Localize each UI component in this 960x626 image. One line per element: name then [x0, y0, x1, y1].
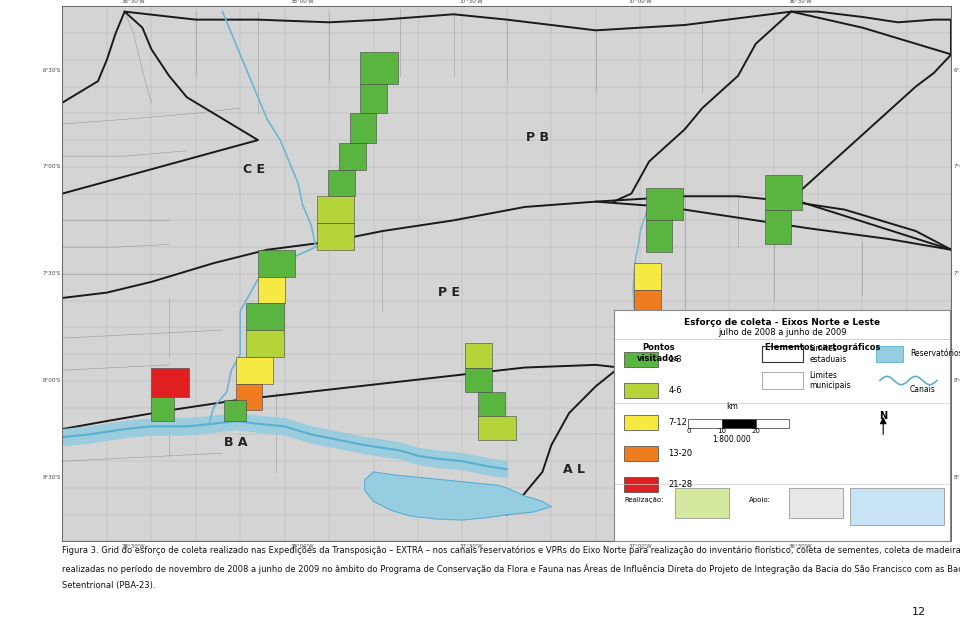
Bar: [675, 488, 729, 518]
Bar: [762, 372, 803, 389]
Text: 38°00'W: 38°00'W: [291, 544, 314, 549]
Text: C E: C E: [243, 163, 265, 176]
Text: 36°30'W: 36°30'W: [788, 0, 812, 4]
Bar: [645, 220, 672, 252]
Text: 7°30'S: 7°30'S: [42, 272, 60, 276]
Text: 38°30'W: 38°30'W: [122, 544, 145, 549]
Text: 7°00'S: 7°00'S: [953, 165, 960, 169]
Bar: [317, 223, 354, 250]
Text: 12: 12: [912, 607, 926, 617]
Text: 4-6: 4-6: [668, 386, 682, 396]
Bar: [634, 290, 660, 317]
Bar: [225, 399, 247, 421]
Text: 10: 10: [717, 428, 727, 434]
Text: 36°30'W: 36°30'W: [788, 544, 812, 549]
Polygon shape: [365, 472, 551, 520]
Bar: [765, 175, 802, 210]
Text: N: N: [879, 411, 887, 421]
Bar: [152, 367, 188, 397]
Bar: [349, 113, 376, 143]
Text: 7-12: 7-12: [668, 418, 687, 427]
Text: 38°00'W: 38°00'W: [291, 0, 314, 4]
Text: 6°30'S: 6°30'S: [953, 68, 960, 73]
Bar: [465, 344, 492, 367]
Text: Pontos
visitados: Pontos visitados: [636, 344, 680, 363]
Text: Realização:: Realização:: [624, 497, 664, 503]
Bar: [756, 419, 789, 428]
Bar: [622, 319, 645, 344]
Bar: [360, 52, 397, 84]
Bar: [850, 488, 944, 525]
Bar: [624, 383, 659, 399]
Bar: [876, 346, 903, 362]
Bar: [258, 250, 296, 277]
Text: julho de 2008 a junho de 2009: julho de 2008 a junho de 2009: [718, 329, 847, 337]
Bar: [762, 346, 803, 362]
Bar: [624, 477, 659, 492]
Text: Setentrional (PBA-23).: Setentrional (PBA-23).: [62, 581, 156, 590]
Bar: [152, 397, 174, 421]
Bar: [328, 170, 355, 197]
Text: 7°30'S: 7°30'S: [953, 272, 960, 276]
Bar: [339, 143, 366, 170]
Bar: [236, 357, 273, 384]
Bar: [478, 416, 516, 440]
Text: 7°00'S: 7°00'S: [42, 165, 60, 169]
Text: Figura 3. Grid do esforço de coleta realizado nas Expedições da Transposição – E: Figura 3. Grid do esforço de coleta real…: [62, 546, 960, 555]
Text: 37°00'W: 37°00'W: [629, 544, 652, 549]
Text: Elementos cartográficos: Elementos cartográficos: [765, 344, 880, 352]
Bar: [634, 263, 660, 290]
Text: Esforço de coleta - Eixos Norte e Leste: Esforço de coleta - Eixos Norte e Leste: [684, 318, 880, 327]
Bar: [722, 419, 756, 428]
Text: 8°00'S: 8°00'S: [953, 379, 960, 383]
Text: A L: A L: [563, 463, 585, 476]
Text: P B: P B: [526, 131, 549, 144]
Text: P E: P E: [438, 286, 460, 299]
Bar: [624, 352, 659, 367]
Bar: [624, 446, 659, 461]
Text: 8°30'S: 8°30'S: [42, 475, 60, 480]
Text: 38°30'W: 38°30'W: [122, 0, 145, 4]
Text: 37°00'W: 37°00'W: [629, 0, 652, 4]
Text: Limites
municipais: Limites municipais: [809, 371, 851, 390]
Bar: [258, 277, 285, 304]
Text: km: km: [726, 402, 738, 411]
Text: Reservatórios: Reservatórios: [910, 349, 960, 358]
Text: 20: 20: [751, 428, 760, 434]
Bar: [247, 330, 284, 357]
Bar: [789, 488, 843, 518]
Text: 37°30'W: 37°30'W: [460, 0, 483, 4]
Text: Limites
estaduais: Limites estaduais: [809, 344, 847, 364]
Bar: [247, 304, 284, 330]
Bar: [478, 392, 505, 416]
Text: Apoio:: Apoio:: [749, 497, 771, 503]
Bar: [360, 84, 387, 113]
Bar: [236, 384, 262, 411]
Text: 6°30'S: 6°30'S: [42, 68, 60, 73]
Bar: [624, 414, 659, 429]
Bar: [465, 367, 492, 392]
Text: B A: B A: [224, 436, 248, 449]
Text: 37°30'W: 37°30'W: [460, 544, 483, 549]
Text: 21-28: 21-28: [668, 480, 692, 490]
Text: 8°30'S: 8°30'S: [953, 475, 960, 480]
Bar: [688, 419, 722, 428]
Text: 1-3: 1-3: [668, 355, 682, 364]
Bar: [765, 210, 791, 244]
Text: 1:800.000: 1:800.000: [712, 435, 752, 444]
Bar: [645, 188, 683, 220]
Text: 0: 0: [686, 428, 690, 434]
Text: 8°00'S: 8°00'S: [42, 379, 60, 383]
Text: realizadas no período de novembro de 2008 a junho de 2009 no âmbito do Programa : realizadas no período de novembro de 200…: [62, 563, 960, 574]
Bar: [317, 197, 354, 223]
Text: 13-20: 13-20: [668, 449, 692, 458]
Text: Canais: Canais: [910, 385, 936, 394]
